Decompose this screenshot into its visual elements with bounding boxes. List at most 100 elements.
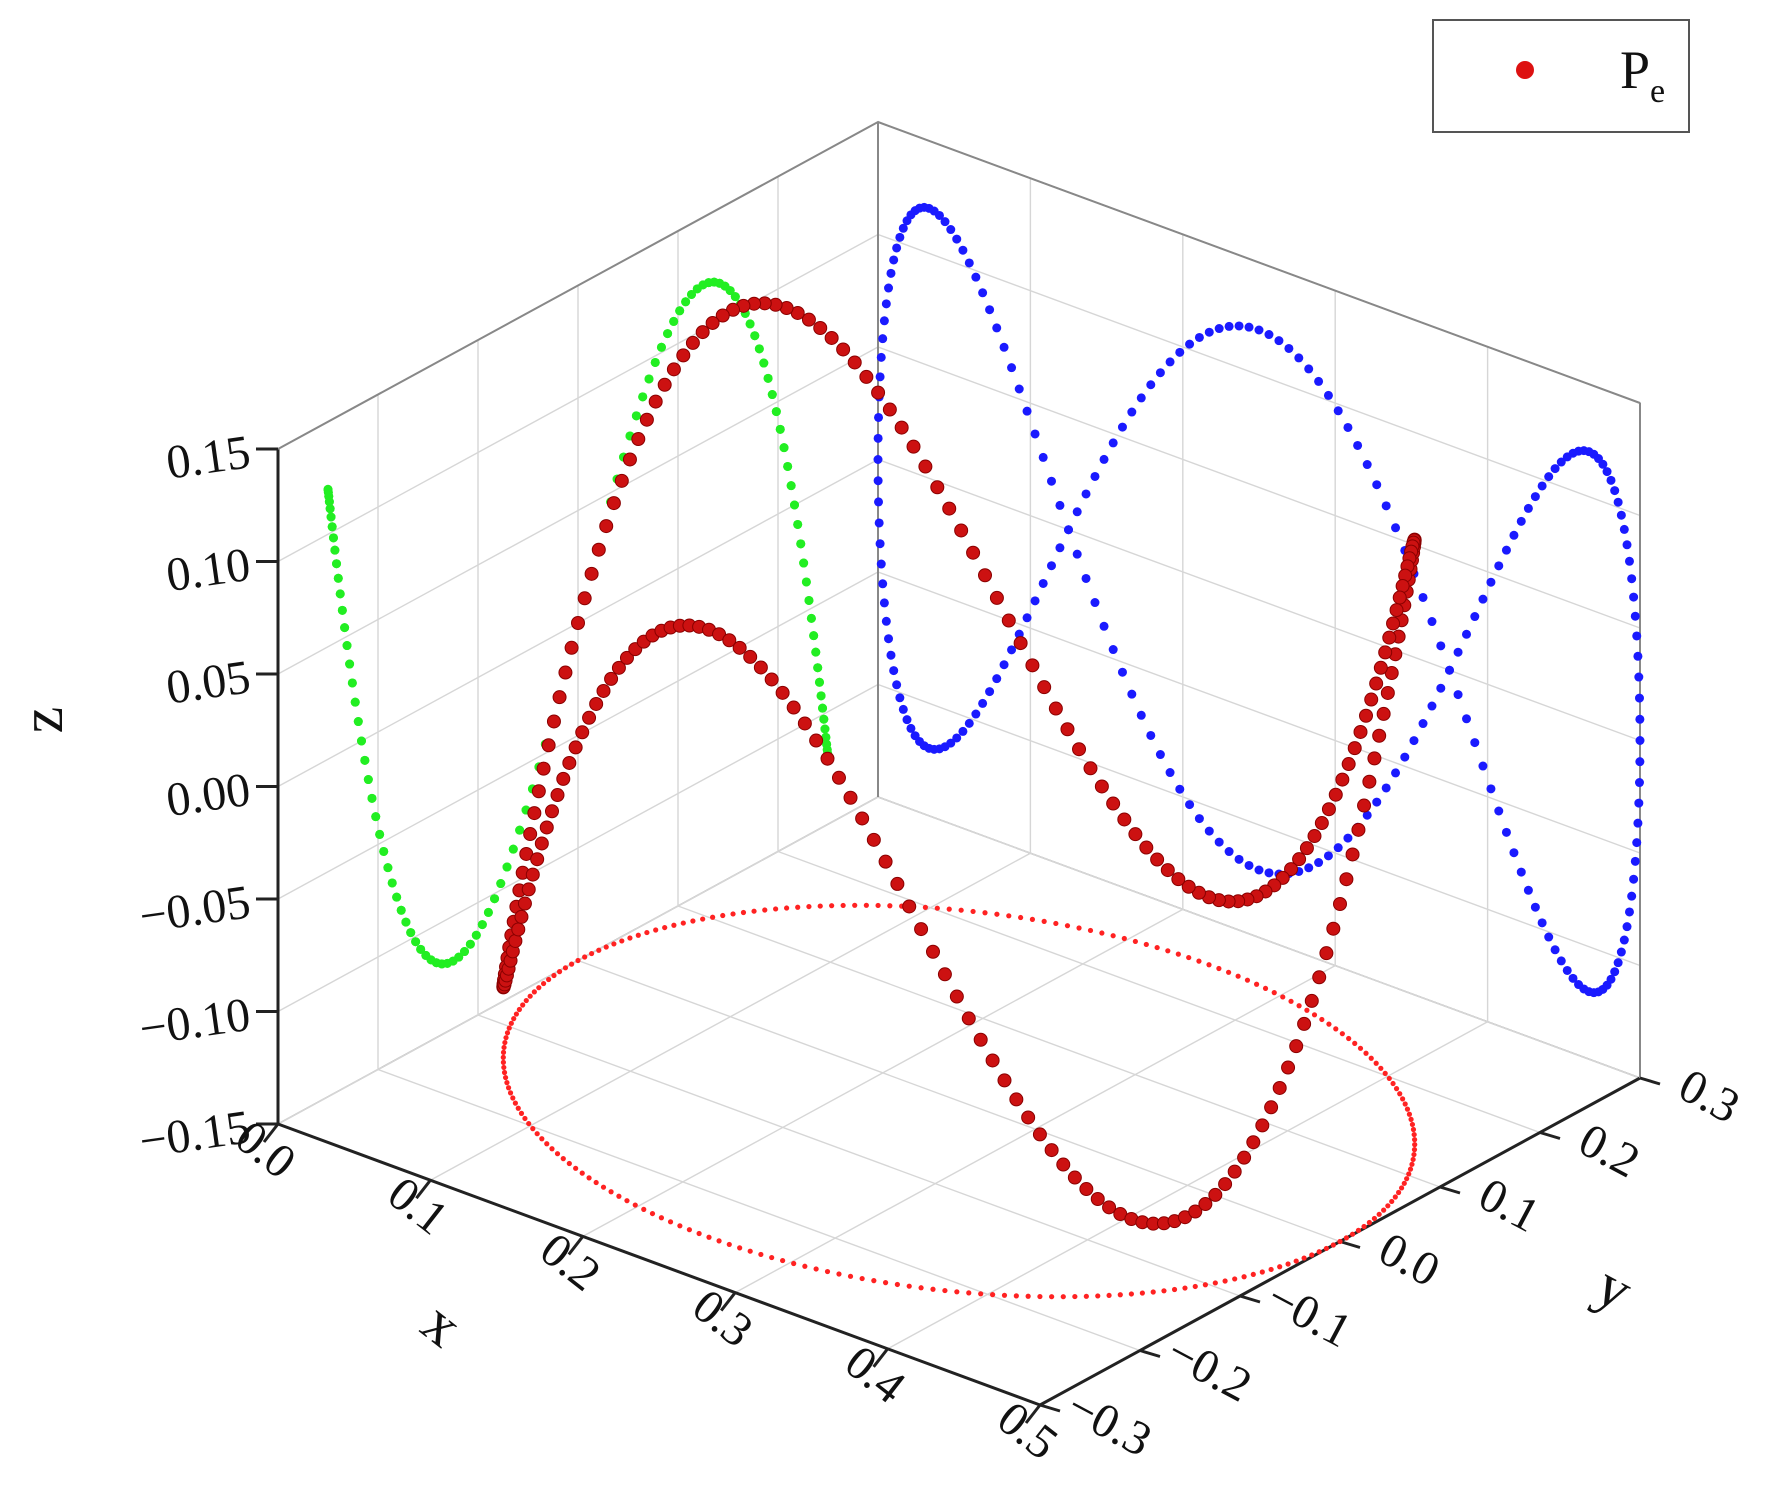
trajectory-point bbox=[732, 640, 747, 655]
projection-xy-point bbox=[773, 906, 779, 912]
trajectory-point bbox=[648, 394, 663, 409]
trajectory-point bbox=[1009, 1092, 1024, 1107]
projection-xy-point bbox=[970, 908, 976, 915]
projection-xz-point bbox=[1629, 874, 1639, 884]
trajectory-point bbox=[527, 806, 542, 821]
projection-yz-point bbox=[477, 920, 487, 930]
projection-xy-point bbox=[720, 912, 726, 919]
z-axis-title: z bbox=[9, 707, 75, 734]
projection-xy-point bbox=[982, 910, 988, 916]
projection-xy-point bbox=[1139, 1290, 1145, 1296]
projection-xy-point bbox=[1095, 1293, 1101, 1299]
trajectory-point bbox=[1160, 863, 1175, 878]
projection-yz-point bbox=[345, 659, 355, 669]
projection-xz-point bbox=[1634, 693, 1644, 703]
projection-xy-point bbox=[1049, 1294, 1055, 1300]
trajectory-point bbox=[831, 770, 846, 785]
trajectory-point bbox=[1372, 728, 1387, 743]
projection-xy-point bbox=[1409, 1121, 1416, 1128]
trajectory-point bbox=[1013, 636, 1028, 651]
projection-xz-point bbox=[886, 268, 896, 278]
projection-xz-point bbox=[1537, 918, 1547, 928]
trajectory-point bbox=[556, 771, 571, 786]
projection-yz-point bbox=[806, 613, 816, 623]
projection-xy-point bbox=[1393, 1086, 1400, 1092]
projection-xy-point bbox=[500, 1054, 506, 1060]
projection-xz-point bbox=[1544, 472, 1554, 482]
projection-xz-point bbox=[1194, 814, 1204, 824]
trajectory-point bbox=[1341, 757, 1356, 772]
trajectory-point bbox=[1067, 1170, 1082, 1185]
projection-xz-point bbox=[1224, 321, 1234, 331]
trajectory-point bbox=[1227, 1164, 1242, 1179]
projection-xz-point bbox=[1634, 798, 1644, 808]
projection-yz-point bbox=[333, 573, 343, 583]
projection-xy-point bbox=[1132, 938, 1138, 945]
projection-xz-point bbox=[875, 372, 885, 382]
projection-xy-point bbox=[1171, 1286, 1178, 1293]
trajectory-point bbox=[508, 933, 523, 948]
trajectory-point bbox=[954, 523, 969, 538]
trajectory-point bbox=[1284, 862, 1299, 877]
projection-xy-point bbox=[611, 941, 617, 947]
trajectory-point bbox=[606, 496, 621, 511]
projection-xy-point bbox=[1382, 1070, 1388, 1076]
projection-xy-point bbox=[1212, 1280, 1218, 1286]
projection-xz-point bbox=[958, 726, 968, 736]
projection-yz-point bbox=[822, 739, 832, 749]
projection-xy-point bbox=[882, 1280, 889, 1286]
trajectory-point bbox=[1281, 1060, 1296, 1075]
projection-xz-point bbox=[878, 579, 888, 589]
projection-xy-point bbox=[1072, 1293, 1078, 1300]
trajectory-point bbox=[631, 432, 646, 447]
projection-xz-point bbox=[1362, 460, 1372, 470]
gridline-z-right bbox=[877, 233, 1641, 517]
projection-xy-point bbox=[1165, 948, 1171, 954]
projection-xz-point bbox=[1453, 690, 1463, 700]
projection-xz-point bbox=[1627, 574, 1637, 584]
projection-xz-point bbox=[874, 518, 884, 528]
projection-xy-point bbox=[942, 1287, 948, 1294]
projection-xz-point bbox=[1038, 452, 1048, 462]
projection-yz-point bbox=[347, 678, 357, 688]
projection-xy-point bbox=[575, 957, 581, 964]
trajectory-point bbox=[1181, 879, 1196, 894]
projection-xy-point bbox=[1232, 1276, 1238, 1282]
projection-yz-point bbox=[337, 605, 347, 615]
projection-yz-point bbox=[483, 907, 493, 917]
projection-xy-point bbox=[544, 1141, 550, 1147]
projection-xz-point bbox=[1214, 837, 1224, 847]
projection-xz-point bbox=[971, 272, 981, 282]
projection-yz-point bbox=[814, 677, 824, 687]
projection-xz-point bbox=[1030, 429, 1040, 439]
projection-xz-point bbox=[1602, 467, 1612, 477]
projection-xy-point bbox=[546, 976, 552, 983]
projection-xy-point bbox=[589, 950, 595, 957]
projection-yz-point bbox=[681, 297, 691, 307]
projection-xy-point bbox=[677, 1223, 683, 1229]
trajectory-point bbox=[989, 590, 1004, 605]
trajectory-point bbox=[544, 804, 559, 819]
x-axis-title: x bbox=[410, 1289, 474, 1359]
projection-xy-point bbox=[769, 1254, 775, 1261]
projection-yz-point bbox=[775, 424, 785, 434]
trajectory-point bbox=[764, 672, 779, 687]
projection-xz-point bbox=[1436, 641, 1446, 651]
trajectory-point bbox=[1389, 603, 1404, 618]
gridline-y-floor bbox=[377, 1068, 1141, 1352]
projection-xy-point bbox=[1202, 1282, 1208, 1288]
projection-xy-point bbox=[556, 969, 563, 975]
projection-xy-point bbox=[518, 1110, 525, 1116]
projection-yz-point bbox=[750, 331, 760, 341]
projection-xy-point bbox=[758, 1251, 764, 1258]
projection-xy-point bbox=[1343, 1235, 1350, 1241]
projection-xy-point bbox=[802, 1263, 808, 1269]
projection-xz-point bbox=[1064, 525, 1073, 535]
projection-xz-point bbox=[886, 650, 896, 660]
y-tick bbox=[1039, 1403, 1061, 1413]
projection-xy-point bbox=[582, 954, 588, 960]
trajectory-point bbox=[1392, 590, 1407, 605]
trajectory-point bbox=[1357, 798, 1372, 813]
projection-xz-point bbox=[1072, 549, 1082, 559]
projection-xy-point bbox=[871, 1278, 877, 1284]
